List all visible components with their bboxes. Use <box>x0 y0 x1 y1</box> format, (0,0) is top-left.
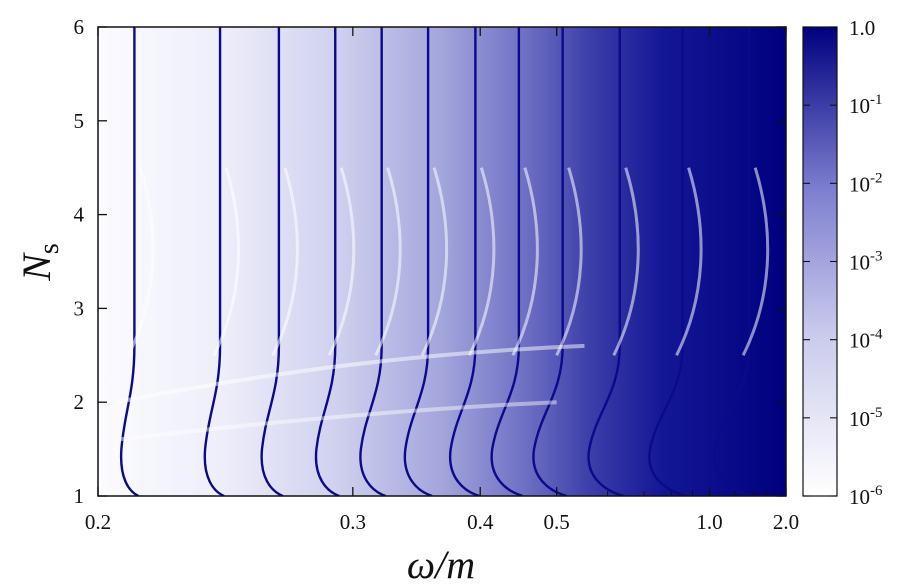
resonance-line <box>403 27 433 496</box>
heatmap-background <box>98 27 786 496</box>
resonance-line <box>260 27 284 496</box>
x-axis-title: ω/m <box>407 542 475 586</box>
x-tick-label: 0.5 <box>544 510 570 534</box>
y-tick-label: 6 <box>74 15 85 39</box>
colorbar-tick-base: 10 <box>849 407 870 431</box>
plot-area <box>98 27 786 496</box>
colorbar-tick-base: 10 <box>849 251 870 275</box>
x-tick-label: 0.3 <box>340 510 366 534</box>
resonance-line <box>448 27 480 496</box>
colorbar-tick-base: 10 <box>849 172 870 196</box>
colorbar-tick-exponent: -2 <box>870 170 883 186</box>
transparency-arc <box>374 167 402 356</box>
transparency-arc <box>511 167 539 356</box>
y-tick-label: 5 <box>74 109 85 133</box>
x-tick-label: 1.0 <box>696 510 722 534</box>
resonance-line <box>648 27 687 496</box>
transparency-arc <box>675 167 703 356</box>
resonance-lines <box>119 27 754 496</box>
y-tick-label: 3 <box>74 296 85 320</box>
colorbar-tick-base: 1.0 <box>849 16 875 40</box>
transparency-arc <box>212 167 241 356</box>
x-tick-label: 2.0 <box>773 510 799 534</box>
colorbar-tick-exponent: -1 <box>870 92 883 108</box>
transparency-band <box>116 400 557 442</box>
resonance-line <box>532 27 567 496</box>
y-tick-label: 4 <box>74 203 85 227</box>
x-tick-label: 0.4 <box>467 510 494 534</box>
plot-frame <box>97 26 787 497</box>
resonance-line <box>203 27 225 496</box>
colorbar-tick-label: 10-4 <box>849 327 883 353</box>
colorbar-tick-base: 10 <box>849 329 870 353</box>
y-axis-title-main: N <box>14 252 59 282</box>
y-tick-label: 2 <box>74 390 85 414</box>
transparency-arc <box>327 167 356 356</box>
resonance-line <box>359 27 387 496</box>
resonance-line <box>712 27 754 496</box>
colorbar-tick-base: 10 <box>849 485 870 509</box>
transparency-arc <box>420 167 449 356</box>
transparency-arc <box>555 167 583 356</box>
colorbar-ticks: 1.010-110-210-310-410-510-6 <box>803 16 883 509</box>
y-axis: 1 2 3 4 5 6 <box>74 15 786 508</box>
transparency-arc <box>127 167 155 356</box>
colorbar-tick-label: 10-6 <box>849 483 883 509</box>
colorbar-tick-label: 1.0 <box>849 16 875 40</box>
colorbar-tick-label: 10-3 <box>849 249 883 275</box>
y-axis-title-sub: s <box>34 243 65 254</box>
y-tick-label: 1 <box>74 484 85 508</box>
resonance-line <box>314 27 340 496</box>
colorbar-tick-exponent: -4 <box>870 327 883 343</box>
transparency-arc <box>612 167 640 356</box>
resonance-line <box>119 27 139 496</box>
resonance-line <box>490 27 524 496</box>
colorbar: 1.010-110-210-310-410-510-6 <box>802 16 883 509</box>
colorbar-tick-exponent: -3 <box>870 249 883 265</box>
colorbar-tick-label: 10-1 <box>849 92 883 118</box>
colorbar-tick-label: 10-2 <box>849 170 883 196</box>
resonance-line <box>587 27 625 496</box>
transparency-arcs <box>116 167 770 442</box>
transparency-arc <box>271 167 299 356</box>
x-tick-label: 0.2 <box>85 510 111 534</box>
colorbar-tick-exponent: -6 <box>870 483 883 499</box>
x-axis: 0.2 0.3 0.4 0.5 1.0 2.0 <box>85 27 799 534</box>
y-axis-title: Ns <box>14 243 65 282</box>
colorbar-tick-base: 10 <box>849 94 870 118</box>
colorbar-tick-exponent: -5 <box>870 405 883 421</box>
transparency-band <box>116 343 585 405</box>
svg-text:Ns: Ns <box>14 243 65 282</box>
colorbar-tick-label: 10-5 <box>849 405 883 431</box>
transparency-arc <box>741 167 770 356</box>
transparency-arc <box>468 167 496 356</box>
